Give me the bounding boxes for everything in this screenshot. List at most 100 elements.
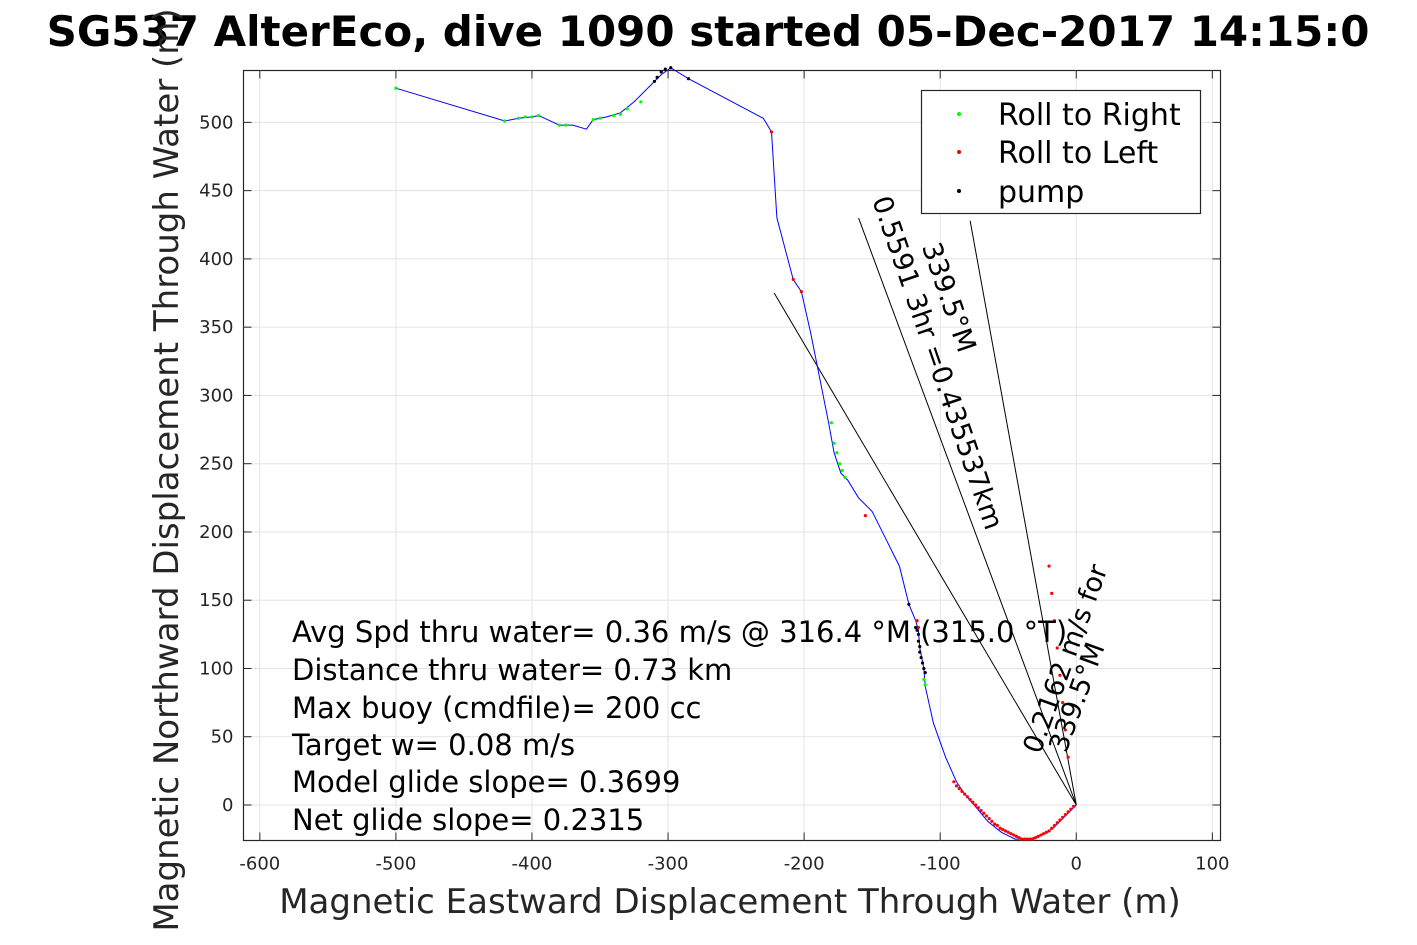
x-tick-label: -300	[648, 854, 689, 875]
roll-left-point	[968, 797, 972, 802]
y-tick-label: 150	[199, 590, 233, 611]
roll-left-point	[984, 814, 989, 818]
chart-title: SG537 AlterEco, dive 1090 started 05-Dec…	[47, 7, 1370, 56]
roll-left-point	[965, 795, 970, 799]
pump-point	[915, 628, 919, 632]
roll-right-point	[922, 677, 926, 682]
pump-point	[916, 632, 921, 636]
roll-left-point	[791, 277, 795, 281]
legend-label-roll-right: Roll to Right	[998, 98, 1181, 133]
stats-block: Avg Spd thru water= 0.36 m/s @ 316.4 °M …	[291, 615, 1067, 837]
pump-point	[669, 66, 673, 70]
y-tick-label: 0	[222, 795, 233, 816]
roll-right-point	[598, 116, 602, 120]
roll-right-point	[530, 115, 534, 119]
roll-left-point	[1022, 837, 1027, 841]
roll-left-point	[1066, 810, 1070, 814]
roll-left-point	[1031, 837, 1035, 841]
pump-point	[686, 77, 691, 81]
roll-left-point	[1050, 591, 1054, 595]
x-tick-label: 0	[1071, 854, 1082, 875]
roll-left-point	[990, 819, 994, 823]
roll-left-point	[1020, 837, 1024, 841]
roll-left-point	[995, 823, 999, 828]
roll-left-point	[1069, 807, 1073, 811]
pump-point	[907, 602, 911, 606]
roll-left-point	[1050, 826, 1054, 830]
roll-left-point	[971, 800, 975, 804]
roll-left-point	[1061, 701, 1065, 705]
roll-left-point	[993, 822, 997, 826]
roll-left-point	[1061, 815, 1065, 819]
roll-left-point	[1058, 673, 1062, 677]
pump-point	[923, 670, 927, 675]
pump-point	[918, 650, 922, 654]
stat-model-glide: Model glide slope= 0.3699	[292, 765, 680, 799]
roll-left-point	[998, 826, 1002, 830]
roll-right-point	[835, 451, 839, 455]
stat-avg-speed: Avg Spd thru water= 0.36 m/s @ 316.4 °M …	[292, 615, 1067, 649]
pump-point	[663, 67, 667, 71]
roll-right-point	[923, 683, 927, 687]
roll-left-point	[1066, 755, 1070, 759]
roll-right-point	[618, 112, 623, 116]
legend-marker-roll-left	[957, 150, 961, 154]
x-tick-label: 100	[1195, 854, 1229, 875]
roll-left-point	[769, 130, 774, 134]
roll-right-point	[832, 441, 836, 445]
y-tick-label: 200	[199, 522, 233, 543]
roll-left-point	[973, 803, 978, 807]
roll-right-point	[625, 107, 629, 111]
pump-point	[922, 666, 926, 671]
roll-left-point	[1044, 830, 1048, 834]
pump-point	[655, 75, 659, 79]
y-tick-label: 350	[199, 317, 233, 338]
roll-left-point	[799, 290, 803, 294]
pump-point	[659, 70, 663, 74]
stat-target-w: Target w= 0.08 m/s	[291, 728, 575, 762]
x-tick-label: -100	[920, 854, 961, 875]
roll-left-point	[957, 787, 961, 791]
roll-right-point	[557, 123, 561, 127]
roll-right-point	[639, 100, 643, 104]
roll-left-point	[1052, 619, 1057, 623]
roll-right-point	[537, 113, 541, 118]
roll-left-point	[1055, 821, 1059, 825]
guide-line	[969, 220, 1077, 806]
legend-label-pump: pump	[998, 175, 1084, 210]
roll-left-point	[963, 792, 967, 796]
pump-point	[914, 625, 918, 630]
pump-point	[916, 639, 921, 643]
stat-max-buoy: Max buoy (cmdfile)= 200 cc	[292, 691, 701, 725]
x-tick-label: -500	[375, 854, 416, 875]
roll-right-point	[591, 118, 595, 122]
y-tick-label: 300	[199, 385, 233, 406]
point-markers	[394, 66, 1076, 841]
roll-left-point	[1036, 834, 1040, 839]
roll-right-point	[516, 116, 520, 120]
roll-left-point	[1063, 728, 1067, 732]
x-tick-label: -400	[512, 854, 553, 875]
roll-left-point	[1003, 829, 1008, 833]
axis-ticks: -600 -500 -400 -300 -200 -100 0 100 0 50 100 150 200…	[199, 70, 1230, 875]
roll-left-point	[863, 513, 867, 518]
x-tick-label: -200	[784, 854, 825, 875]
roll-left-point	[1028, 837, 1032, 841]
grid	[243, 70, 1221, 841]
y-tick-label: 450	[199, 181, 233, 202]
roll-left-point	[1047, 564, 1051, 568]
y-tick-label: 100	[199, 658, 233, 679]
roll-right-point	[837, 462, 842, 466]
roll-left-point	[1039, 833, 1043, 837]
guide-lines	[773, 217, 1077, 806]
pump-point	[919, 655, 923, 660]
x-axis-label: Magnetic Eastward Displacement Through W…	[279, 882, 1181, 922]
y-tick-label: 250	[199, 454, 233, 475]
guide-line	[773, 292, 1077, 806]
legend-label-roll-left: Roll to Left	[998, 136, 1158, 171]
y-tick-label: 50	[211, 727, 234, 748]
roll-right-point	[843, 475, 847, 479]
roll-left-point	[1063, 812, 1067, 817]
roll-right-point	[523, 115, 527, 119]
